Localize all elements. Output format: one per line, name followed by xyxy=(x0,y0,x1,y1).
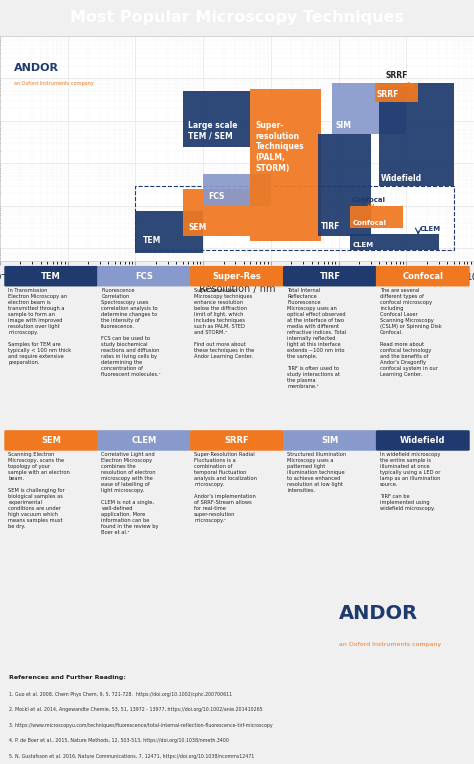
Text: FCS: FCS xyxy=(135,272,153,280)
X-axis label: Resolution / nm: Resolution / nm xyxy=(199,284,275,294)
Text: Fluorescence
Correlation
Spectroscopy uses
correlation analysis to
determine cha: Fluorescence Correlation Spectroscopy us… xyxy=(101,288,161,377)
Text: Confocal: Confocal xyxy=(402,272,443,280)
Text: Scanning Electron
Microscopy, scans the
topology of your
sample with an electron: Scanning Electron Microscopy, scans the … xyxy=(9,452,70,529)
Text: SRRF: SRRF xyxy=(386,71,408,80)
Text: The are several
different types of
confocal microscopy
including
Confocal Laser
: The are several different types of confo… xyxy=(380,288,442,377)
Bar xyxy=(318,134,371,235)
Text: ANDOR: ANDOR xyxy=(339,604,419,623)
Text: Large scale
TEM / SEM: Large scale TEM / SEM xyxy=(188,121,237,141)
Text: an Oxford Instruments company: an Oxford Instruments company xyxy=(339,643,441,647)
Text: In widefield microscopy
the entire sample is
illuminated at once
typically using: In widefield microscopy the entire sampl… xyxy=(380,452,440,511)
Text: SIM: SIM xyxy=(321,436,338,445)
Text: SRRF: SRRF xyxy=(225,436,249,445)
Text: 3. https://www.microscopyu.com/techniques/fluorescence/total-internal-reflection: 3. https://www.microscopyu.com/technique… xyxy=(9,723,273,728)
Bar xyxy=(379,83,454,186)
Text: CLEM: CLEM xyxy=(131,436,157,445)
FancyBboxPatch shape xyxy=(4,266,98,286)
Text: 4. P. de Boer et al., 2015, Nature Methods, 12, 503-513, https://doi.org/10.1038: 4. P. de Boer et al., 2015, Nature Metho… xyxy=(9,738,229,743)
Bar xyxy=(350,234,438,251)
Text: 2. Mockl et al. 2014, Angewandte Chemie, 53, 51, 13972 - 13977, https://doi.org/: 2. Mockl et al. 2014, Angewandte Chemie,… xyxy=(9,707,263,712)
Text: TEM: TEM xyxy=(143,236,162,245)
Text: CLEM: CLEM xyxy=(420,225,441,231)
Text: In Transmission
Electron Microscopy an
electron beam is
transmitted through a
sa: In Transmission Electron Microscopy an e… xyxy=(9,288,72,365)
FancyBboxPatch shape xyxy=(190,430,284,451)
Text: References and Further Reading:: References and Further Reading: xyxy=(9,675,126,680)
Text: Widefield: Widefield xyxy=(400,436,446,445)
Text: Most Popular Microscopy Techniques: Most Popular Microscopy Techniques xyxy=(70,11,404,25)
Bar xyxy=(375,83,418,102)
Text: TEM: TEM xyxy=(41,272,61,280)
Text: Super-Res: Super-Res xyxy=(213,272,261,280)
FancyBboxPatch shape xyxy=(190,266,284,286)
Bar xyxy=(250,89,321,241)
Text: ANDOR: ANDOR xyxy=(14,63,59,73)
Text: Correlative Light and
Electron Microscopy
combines the
resolution of electron
mi: Correlative Light and Electron Microscop… xyxy=(101,452,159,536)
Text: Confocal: Confocal xyxy=(351,196,385,202)
Text: Total Internal
Reflectance
Fluorescence
Microscopy uses an
optical effect observ: Total Internal Reflectance Fluorescence … xyxy=(287,288,346,389)
Text: FCS: FCS xyxy=(209,192,225,201)
FancyBboxPatch shape xyxy=(283,430,377,451)
Text: SIM: SIM xyxy=(336,121,352,131)
Text: SEM: SEM xyxy=(41,436,61,445)
Bar xyxy=(332,83,406,134)
FancyBboxPatch shape xyxy=(376,266,470,286)
Text: Widefield: Widefield xyxy=(381,174,422,183)
FancyBboxPatch shape xyxy=(376,430,470,451)
Bar xyxy=(183,189,250,235)
Bar xyxy=(183,91,250,147)
FancyBboxPatch shape xyxy=(4,430,98,451)
FancyBboxPatch shape xyxy=(97,430,191,451)
Bar xyxy=(136,212,203,253)
Text: an Oxford Instruments company: an Oxford Instruments company xyxy=(14,81,94,86)
Text: CLEM: CLEM xyxy=(352,242,374,248)
Text: TIRF: TIRF xyxy=(319,272,340,280)
Text: Super Resolution
Microscopy techniques
enhance resolution
below the diffraction
: Super Resolution Microscopy techniques e… xyxy=(194,288,255,359)
Text: SRRF: SRRF xyxy=(376,90,399,99)
Text: 5. N. Gustafsson et al. 2016, Nature Communications, 7, 12471, https://doi.org/1: 5. N. Gustafsson et al. 2016, Nature Com… xyxy=(9,754,255,759)
FancyBboxPatch shape xyxy=(283,266,377,286)
Text: TIRF: TIRF xyxy=(321,222,340,231)
Text: Super-Resolution Radial
Fluctuations is a
combination of
temporal fluctuation
an: Super-Resolution Radial Fluctuations is … xyxy=(194,452,257,523)
FancyBboxPatch shape xyxy=(97,266,191,286)
Text: Super-
resolution
Techniques
(PALM,
STORM): Super- resolution Techniques (PALM, STOR… xyxy=(256,121,304,173)
Bar xyxy=(350,206,403,228)
Bar xyxy=(203,174,271,206)
Text: 1. Guo et al. 2008, Chem Phys Chem, 9, 5, 721-728.  https://doi.org/10.1002/cphc: 1. Guo et al. 2008, Chem Phys Chem, 9, 5… xyxy=(9,691,233,697)
Text: SEM: SEM xyxy=(188,222,207,231)
Text: Structured Illumination
Microscopy uses a
patterned light
illumination technique: Structured Illumination Microscopy uses … xyxy=(287,452,346,494)
Bar xyxy=(136,186,454,251)
Text: Confocal: Confocal xyxy=(352,221,386,226)
